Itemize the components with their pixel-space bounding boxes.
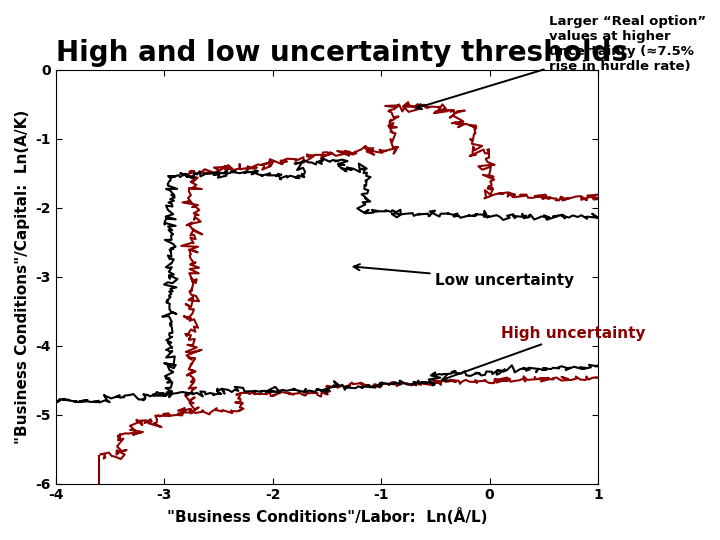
Y-axis label: "Business Conditions"/Capital:  Ln(A/K): "Business Conditions"/Capital: Ln(A/K) [15,110,30,444]
Text: High and low uncertainty thresholds: High and low uncertainty thresholds [56,39,628,67]
X-axis label: "Business Conditions"/Labor:  Ln(Å/L): "Business Conditions"/Labor: Ln(Å/L) [167,508,487,525]
Text: Larger “Real option”
values at higher
uncertainty (≈7.5%
rise in hurdle rate): Larger “Real option” values at higher un… [416,15,706,109]
Text: Low uncertainty: Low uncertainty [354,264,575,287]
Text: High uncertainty: High uncertainty [442,326,645,381]
